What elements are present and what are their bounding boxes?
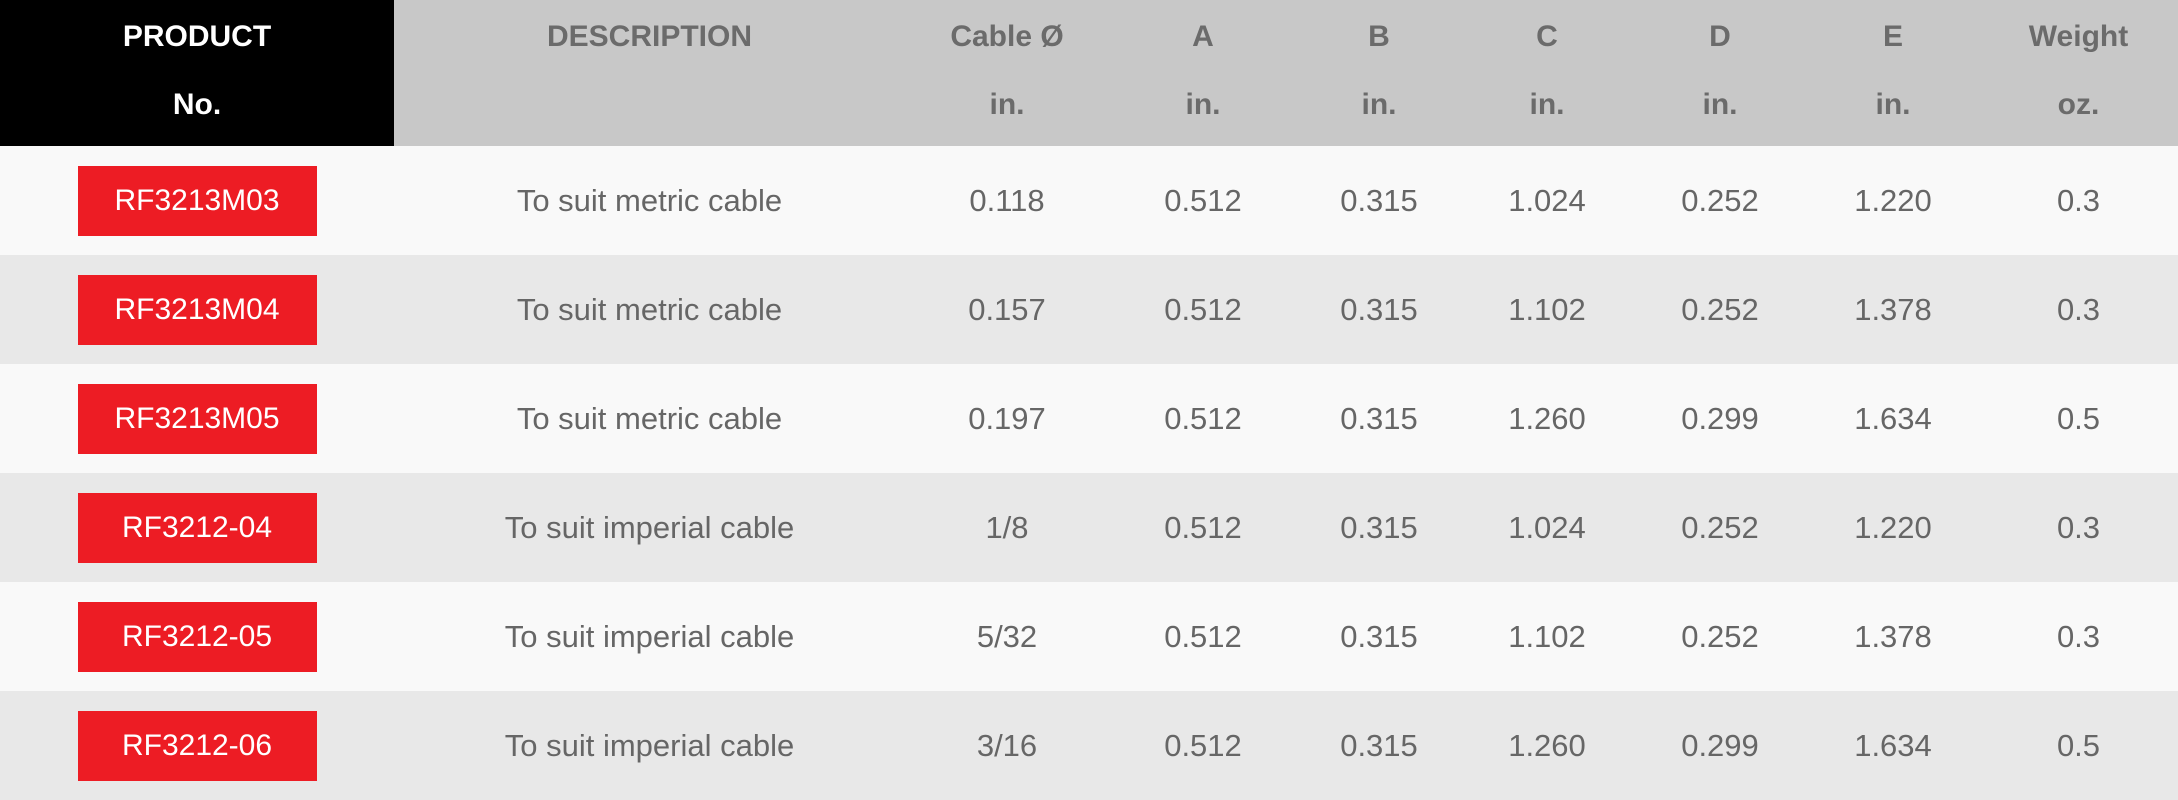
header-text: C xyxy=(1536,20,1558,53)
table-cell: 1.378 xyxy=(1807,582,1979,691)
table-cell: To suit metric cable xyxy=(394,146,905,255)
table-cell: 0.3 xyxy=(1979,582,2178,691)
product-link[interactable]: RF3212-06 xyxy=(77,710,317,781)
table-cell: 1.634 xyxy=(1807,364,1979,473)
table-cell: 0.3 xyxy=(1979,146,2178,255)
table-cell: 1.024 xyxy=(1461,473,1633,582)
product-cell: RF3213M05 xyxy=(0,364,394,473)
table-cell: 0.118 xyxy=(905,146,1109,255)
table-cell: 0.512 xyxy=(1109,691,1297,800)
header-cell: DESCRIPTION xyxy=(394,0,905,146)
table-cell: To suit metric cable xyxy=(394,255,905,364)
table-cell: To suit imperial cable xyxy=(394,582,905,691)
table-cell: 0.512 xyxy=(1109,473,1297,582)
table-cell: 1.634 xyxy=(1807,691,1979,800)
table-cell: 0.315 xyxy=(1297,582,1461,691)
table-cell: 0.315 xyxy=(1297,255,1461,364)
header-text: B xyxy=(1368,20,1390,53)
product-cell: RF3213M03 xyxy=(0,146,394,255)
table-cell: 0.3 xyxy=(1979,473,2178,582)
product-link[interactable]: RF3213M04 xyxy=(77,274,317,345)
table-cell: 1.260 xyxy=(1461,691,1633,800)
table-cell: 0.252 xyxy=(1633,582,1807,691)
product-link[interactable]: RF3212-05 xyxy=(77,601,317,672)
header-text: in. xyxy=(1875,88,1911,121)
table-cell: 0.5 xyxy=(1979,691,2178,800)
table-cell: 5/32 xyxy=(905,582,1109,691)
table-cell: 0.157 xyxy=(905,255,1109,364)
product-link[interactable]: RF3212-04 xyxy=(77,492,317,563)
header-text: in. xyxy=(1185,88,1221,121)
product-cell: RF3213M04 xyxy=(0,255,394,364)
table-cell: 1.220 xyxy=(1807,473,1979,582)
table-cell: 0.315 xyxy=(1297,146,1461,255)
header-text: Cable Ø xyxy=(950,20,1064,53)
product-cell: RF3212-04 xyxy=(0,473,394,582)
header-text: Weight xyxy=(2028,20,2129,53)
table-cell: 3/16 xyxy=(905,691,1109,800)
table-cell: 0.197 xyxy=(905,364,1109,473)
header-cell: Cable Ø in. xyxy=(905,0,1109,146)
table-cell: To suit imperial cable xyxy=(394,691,905,800)
table-cell: 0.512 xyxy=(1109,146,1297,255)
table-cell: 1.260 xyxy=(1461,364,1633,473)
table-cell: 0.512 xyxy=(1109,255,1297,364)
product-cell: RF3212-05 xyxy=(0,582,394,691)
header-text: oz. xyxy=(2057,88,2100,121)
header-text: in. xyxy=(989,88,1025,121)
table-cell: 1/8 xyxy=(905,473,1109,582)
table-cell: To suit metric cable xyxy=(394,364,905,473)
table-cell: 1.024 xyxy=(1461,146,1633,255)
table-cell: 0.299 xyxy=(1633,364,1807,473)
table-cell: 0.5 xyxy=(1979,364,2178,473)
table-cell: 0.299 xyxy=(1633,691,1807,800)
table-cell: 1.102 xyxy=(1461,582,1633,691)
header-text: E xyxy=(1882,20,1903,53)
table-cell: 1.102 xyxy=(1461,255,1633,364)
table-cell: 0.3 xyxy=(1979,255,2178,364)
table-cell: To suit imperial cable xyxy=(394,473,905,582)
header-text: A xyxy=(1192,20,1214,53)
header-text: D xyxy=(1709,20,1731,53)
table-cell: 0.252 xyxy=(1633,255,1807,364)
table-cell: 0.252 xyxy=(1633,473,1807,582)
header-text: PRODUCT xyxy=(122,20,272,53)
table-cell: 0.252 xyxy=(1633,146,1807,255)
header-cell: Weight oz. xyxy=(1979,0,2178,146)
table-cell: 1.378 xyxy=(1807,255,1979,364)
product-link[interactable]: RF3213M05 xyxy=(77,383,317,454)
table-cell: 0.512 xyxy=(1109,582,1297,691)
header-text: DESCRIPTION xyxy=(546,20,753,53)
header-cell: PRODUCT No. xyxy=(0,0,394,146)
table-cell: 0.315 xyxy=(1297,473,1461,582)
product-link[interactable]: RF3213M03 xyxy=(77,165,317,236)
table-cell: 1.220 xyxy=(1807,146,1979,255)
table-cell: 0.315 xyxy=(1297,364,1461,473)
table-cell: 0.512 xyxy=(1109,364,1297,473)
header-text: in. xyxy=(1702,88,1738,121)
header-text: in. xyxy=(1529,88,1565,121)
product-cell: RF3212-06 xyxy=(0,691,394,800)
table-cell: 0.315 xyxy=(1297,691,1461,800)
header-text: in. xyxy=(1361,88,1397,121)
header-text: No. xyxy=(172,88,222,121)
